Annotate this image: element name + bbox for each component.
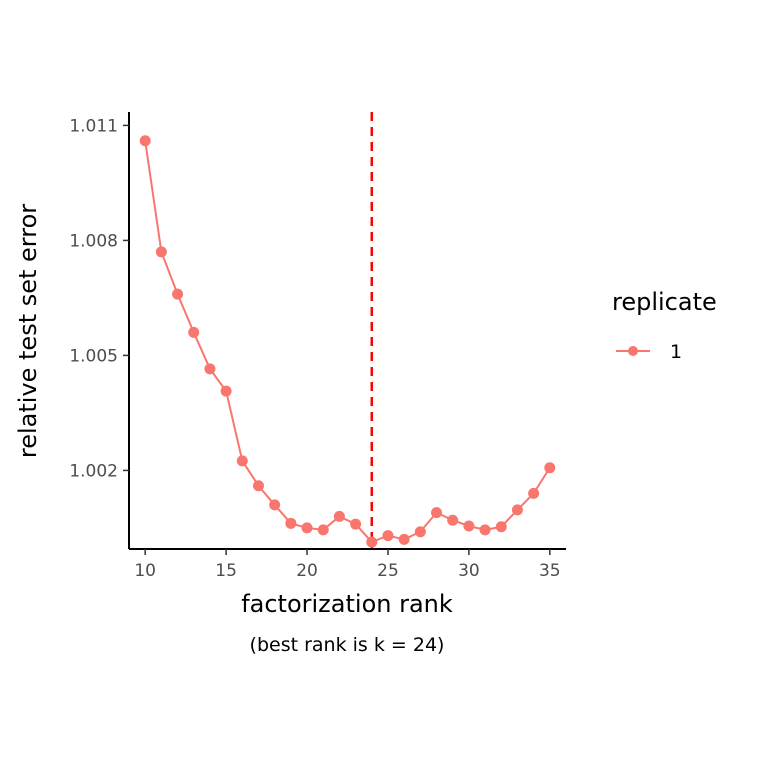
data-point bbox=[220, 385, 232, 397]
data-point bbox=[350, 518, 362, 530]
y-tick-label: 1.005 bbox=[69, 346, 118, 366]
x-axis: 10 15 20 25 30 35 bbox=[129, 548, 566, 581]
data-point bbox=[447, 514, 459, 526]
x-tick-label: 35 bbox=[539, 561, 561, 581]
legend-label: 1 bbox=[670, 341, 682, 363]
data-point bbox=[544, 462, 556, 474]
data-point bbox=[252, 480, 264, 492]
chart-caption: (best rank is k = 24) bbox=[250, 634, 445, 656]
x-tick-label: 20 bbox=[296, 561, 318, 581]
y-axis: 1.002 1.005 1.008 1.011 bbox=[69, 112, 130, 549]
data-point bbox=[511, 504, 523, 516]
legend-key-point bbox=[628, 346, 638, 356]
data-point bbox=[431, 507, 443, 519]
y-tick-label: 1.011 bbox=[69, 116, 118, 136]
data-point bbox=[317, 524, 329, 536]
data-point bbox=[188, 326, 200, 338]
legend-title: replicate bbox=[612, 288, 717, 316]
data-point bbox=[479, 524, 491, 536]
data-point bbox=[463, 520, 475, 532]
x-tick-label: 10 bbox=[134, 561, 156, 581]
legend: replicate 1 bbox=[612, 288, 717, 363]
y-tick-label: 1.008 bbox=[69, 231, 118, 251]
y-tick-label: 1.002 bbox=[69, 461, 118, 481]
x-tick-label: 25 bbox=[377, 561, 399, 581]
data-point bbox=[285, 517, 297, 529]
data-point bbox=[528, 487, 540, 499]
data-point bbox=[398, 533, 410, 545]
series-line bbox=[144, 140, 551, 544]
data-point bbox=[139, 135, 151, 147]
data-point bbox=[269, 499, 281, 511]
x-axis-title: factorization rank bbox=[241, 590, 453, 618]
data-point bbox=[301, 522, 313, 534]
data-point bbox=[333, 510, 345, 522]
data-point bbox=[236, 455, 248, 467]
y-axis-title: relative test set error bbox=[14, 204, 42, 458]
data-point bbox=[204, 363, 216, 375]
data-point bbox=[155, 246, 167, 258]
data-point bbox=[366, 536, 378, 548]
plot-area bbox=[139, 112, 556, 549]
data-point bbox=[172, 288, 184, 300]
data-point bbox=[495, 521, 507, 533]
data-point bbox=[382, 530, 394, 542]
x-tick-label: 15 bbox=[215, 561, 237, 581]
x-tick-label: 30 bbox=[458, 561, 480, 581]
data-point bbox=[414, 526, 426, 538]
